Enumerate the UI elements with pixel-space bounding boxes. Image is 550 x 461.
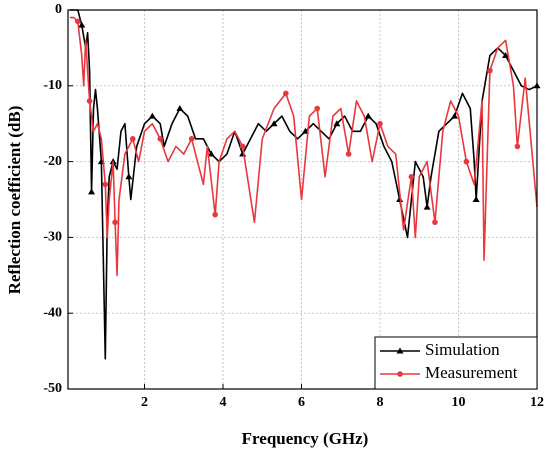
marker xyxy=(514,143,521,150)
x-tick-label: 10 xyxy=(452,395,466,410)
marker xyxy=(502,51,510,58)
y-tick-label: 0 xyxy=(55,2,62,17)
y-tick-label: -40 xyxy=(43,305,62,320)
marker xyxy=(314,105,321,112)
x-axis-label: Frequency (GHz) xyxy=(242,429,369,448)
marker xyxy=(423,203,431,210)
marker xyxy=(129,136,136,142)
x-tick-label: 8 xyxy=(377,395,384,410)
marker xyxy=(112,219,118,226)
marker xyxy=(487,67,493,74)
legend-label: Simulation xyxy=(425,340,500,359)
marker xyxy=(451,112,459,119)
series-line xyxy=(69,9,538,360)
legend-box xyxy=(374,336,538,390)
series-line xyxy=(69,16,538,277)
marker xyxy=(239,143,246,150)
x-tick-label: 2 xyxy=(141,395,148,410)
marker xyxy=(472,196,480,202)
legend-marker xyxy=(397,371,403,377)
marker xyxy=(176,105,184,112)
marker xyxy=(125,173,133,180)
marker xyxy=(463,158,470,165)
marker xyxy=(188,136,195,142)
marker xyxy=(432,219,438,226)
marker xyxy=(283,90,289,97)
y-tick-label: -50 xyxy=(43,381,62,396)
legend-label: Measurement xyxy=(425,363,518,382)
marker xyxy=(88,188,96,195)
marker xyxy=(75,18,81,25)
x-tick-label: 12 xyxy=(530,395,544,410)
marker xyxy=(148,112,156,119)
marker xyxy=(377,120,383,127)
marker xyxy=(157,136,164,142)
y-tick-label: -30 xyxy=(43,230,62,245)
marker xyxy=(86,98,93,104)
marker xyxy=(408,173,415,180)
y-axis-label: Reflection coefficient (dB) xyxy=(5,106,24,295)
marker xyxy=(78,21,86,28)
marker xyxy=(270,120,278,127)
y-tick-label: -10 xyxy=(43,78,62,93)
plot-frame xyxy=(67,9,538,390)
marker xyxy=(207,150,215,157)
marker xyxy=(333,120,341,127)
marker xyxy=(364,112,372,119)
x-tick-label: 4 xyxy=(220,395,227,410)
x-tick-label: 6 xyxy=(298,395,305,410)
legend-marker xyxy=(396,347,404,354)
y-tick-label: -20 xyxy=(43,154,62,169)
marker xyxy=(345,151,352,157)
marker xyxy=(212,211,218,218)
marker xyxy=(102,181,109,188)
